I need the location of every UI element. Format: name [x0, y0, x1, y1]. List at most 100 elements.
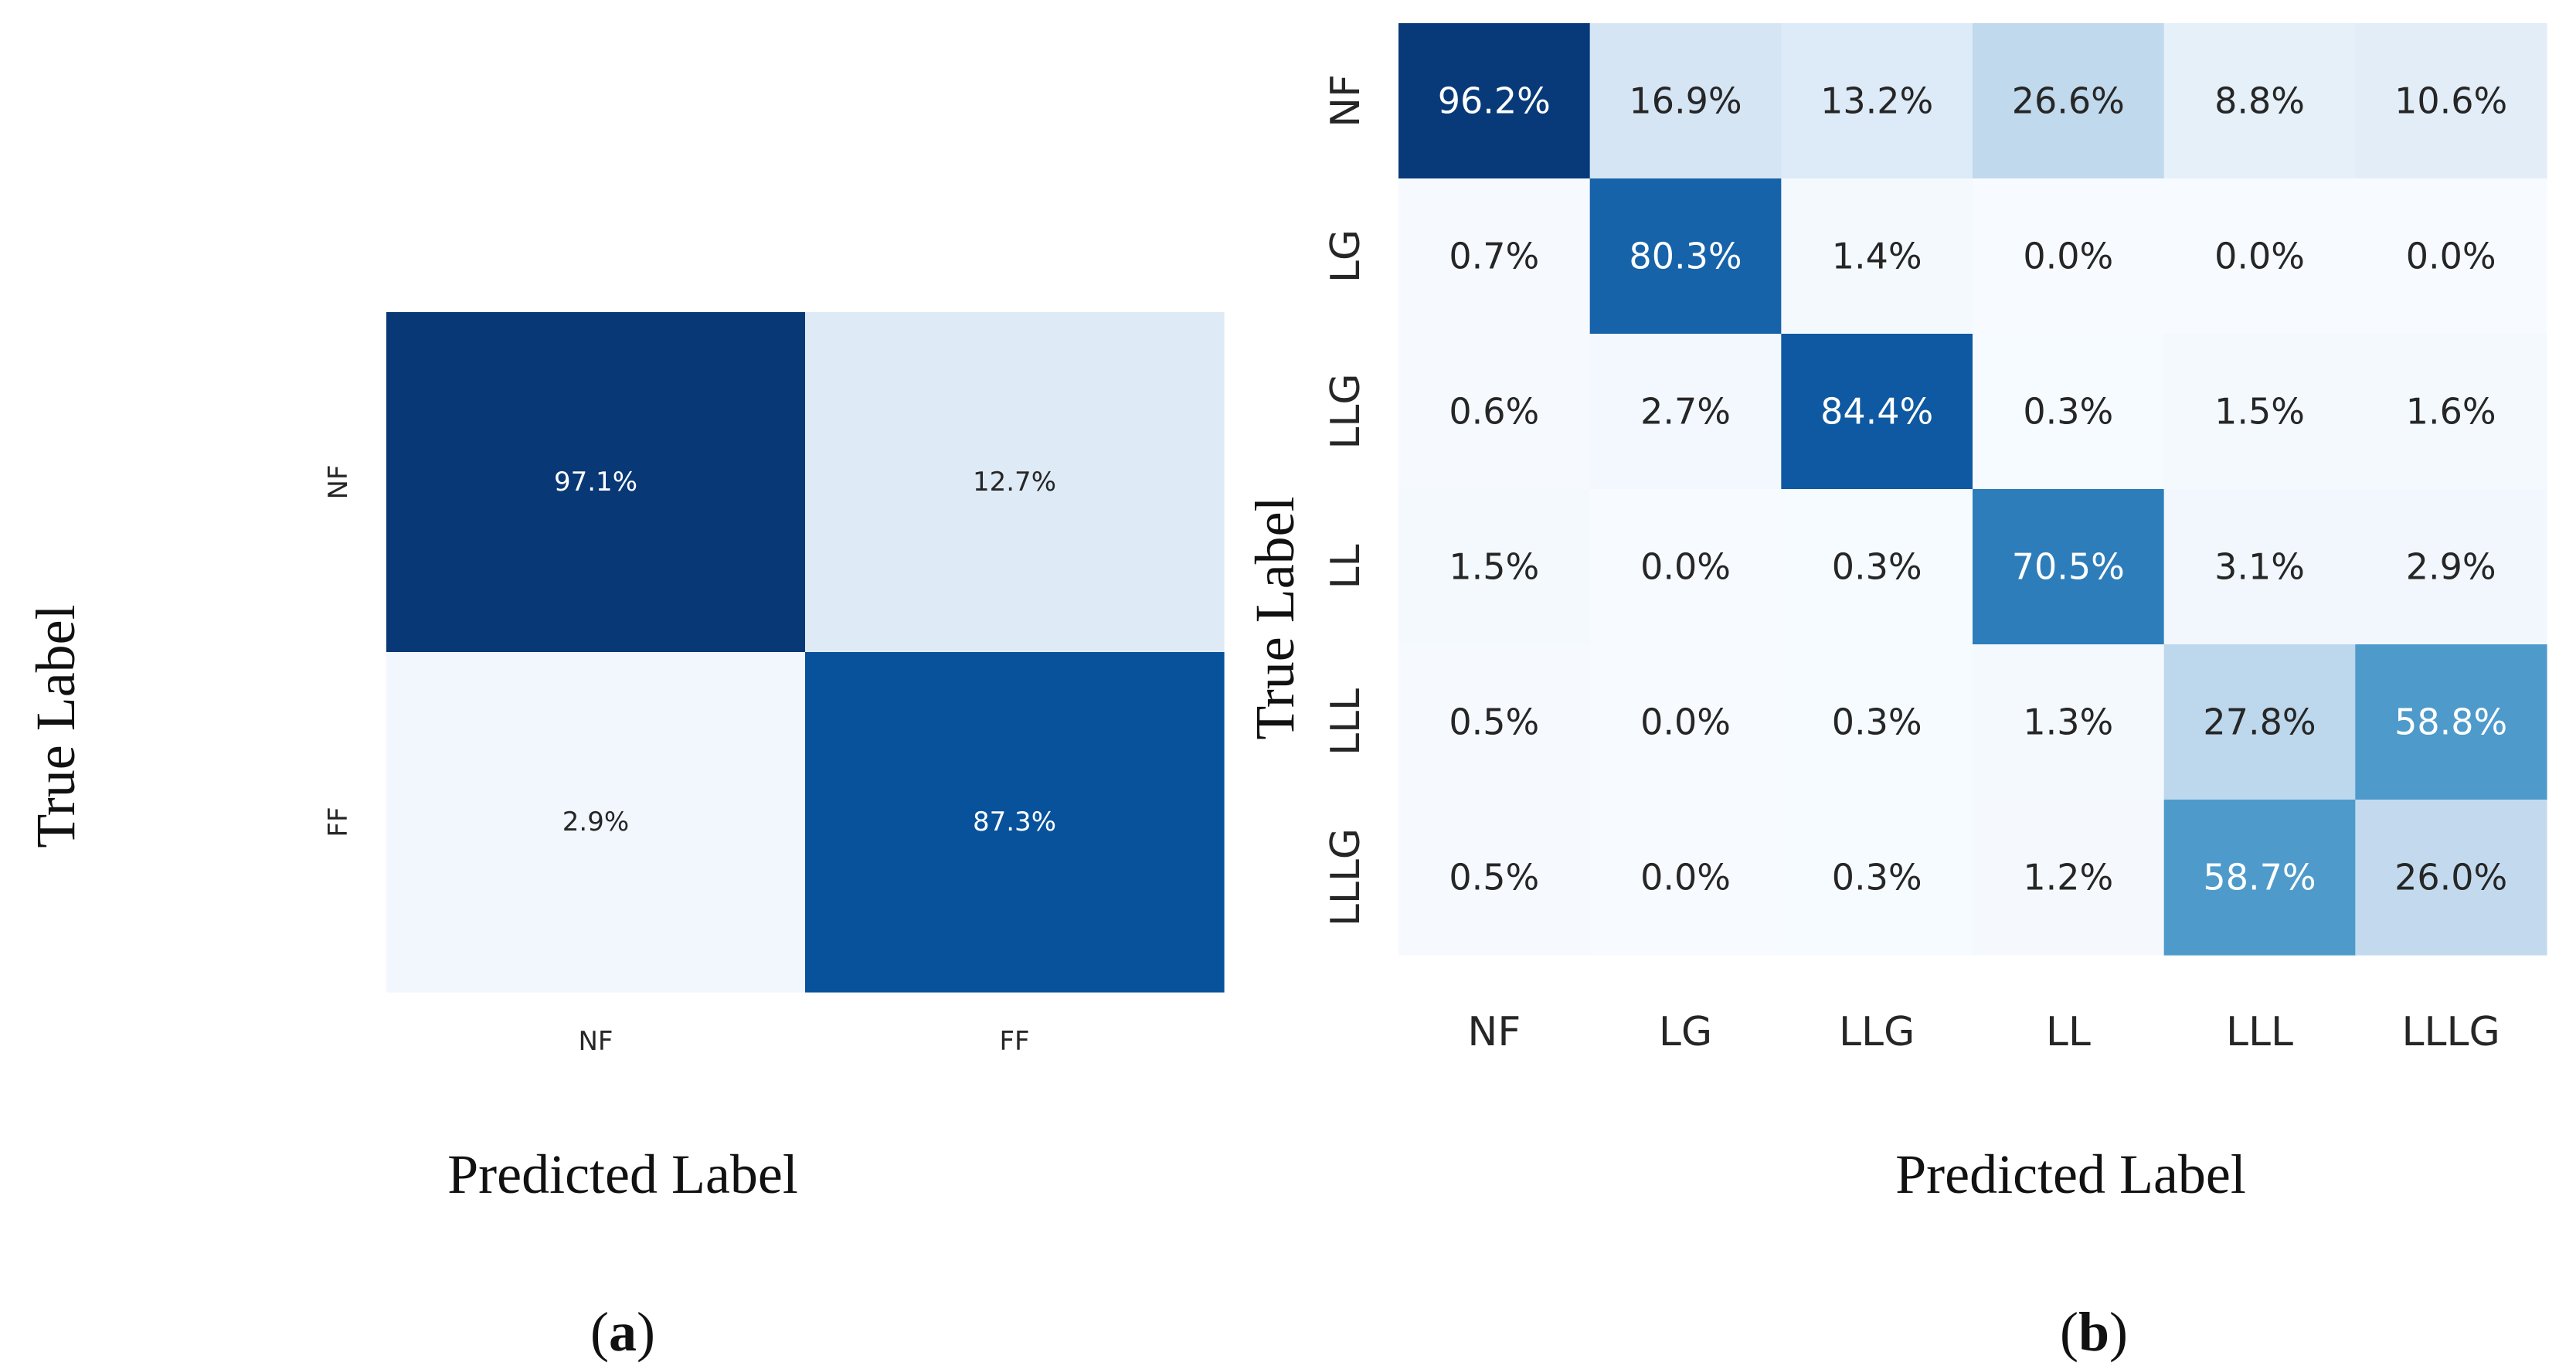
heatmap-cell — [2355, 178, 2547, 335]
heatmap-cell — [1973, 178, 2165, 335]
cell-value-label: 70.5% — [2012, 546, 2125, 588]
cell-value-label: 1.2% — [2023, 857, 2113, 899]
heatmap-cell — [1589, 644, 1782, 800]
heatmap-cell — [2163, 489, 2356, 645]
y-tick-label: LG — [1323, 229, 1369, 283]
heatmap-cell — [1398, 334, 1591, 490]
cell-value-label: 96.2% — [1438, 80, 1551, 122]
heatmap-cell — [1589, 23, 1782, 179]
cell-value-label: 1.6% — [2406, 391, 2496, 433]
cell-value-label: 1.4% — [1832, 236, 1922, 277]
cell-value-label: 0.0% — [2214, 236, 2305, 277]
x-tick-label: LLL — [2226, 1009, 2293, 1055]
x-tick-label: LLLG — [2402, 1009, 2500, 1055]
cell-value-label: 12.7% — [973, 467, 1056, 498]
cell-value-label: 80.3% — [1629, 236, 1742, 277]
x-tick-label: FF — [999, 1026, 1029, 1057]
panel-label: (b) — [2060, 1301, 2128, 1363]
cell-value-label: 27.8% — [2203, 701, 2316, 743]
heatmap-cell — [1589, 178, 1782, 335]
heatmap-cell — [2163, 23, 2356, 179]
cell-value-label: 2.9% — [2406, 546, 2496, 588]
heatmap-cell — [1781, 23, 1973, 179]
cell-value-label: 0.5% — [1449, 857, 1539, 899]
cell-value-label: 0.0% — [2023, 236, 2113, 277]
y-tick-label: NF — [323, 465, 354, 500]
x-tick-label: LLG — [1839, 1009, 1915, 1055]
x-axis-title: Predicted Label — [447, 1143, 798, 1205]
y-axis-title: True Label — [25, 604, 87, 848]
cell-value-label: 58.7% — [2203, 857, 2316, 899]
heatmap-cell — [1398, 23, 1591, 179]
y-tick-label: LLL — [1323, 688, 1369, 756]
heatmap-cell — [1589, 800, 1782, 956]
y-tick-label: NF — [1323, 74, 1369, 127]
heatmap-cell — [1398, 489, 1591, 645]
x-tick-label: NF — [1467, 1009, 1521, 1055]
cell-value-label: 1.5% — [1449, 546, 1539, 588]
cell-value-label: 0.3% — [2023, 391, 2113, 433]
y-tick-label: LLLG — [1323, 828, 1369, 926]
heatmap-cell — [1781, 489, 1973, 645]
x-tick-label: LG — [1659, 1009, 1712, 1055]
cell-value-label: 3.1% — [2214, 546, 2305, 588]
heatmap-cell — [2163, 334, 2356, 490]
cell-value-label: 8.8% — [2214, 80, 2305, 122]
x-axis-title: Predicted Label — [1895, 1143, 2246, 1205]
cell-value-label: 0.7% — [1449, 236, 1539, 277]
cell-value-label: 0.3% — [1832, 857, 1922, 899]
heatmap-cell — [1973, 489, 2165, 645]
heatmap-cell — [2355, 489, 2547, 645]
heatmap-cell — [386, 652, 806, 993]
cell-value-label: 0.3% — [1832, 701, 1922, 743]
panel-label: (a) — [590, 1301, 655, 1363]
cell-value-label: 1.3% — [2023, 701, 2113, 743]
heatmap-cell — [2163, 178, 2356, 335]
cell-value-label: 97.1% — [554, 467, 637, 498]
cell-value-label: 0.6% — [1449, 391, 1539, 433]
heatmap-cell — [805, 652, 1225, 993]
heatmap-cell — [1781, 644, 1973, 800]
heatmap-cell — [1398, 644, 1591, 800]
heatmap-cell — [1589, 489, 1782, 645]
heatmap-cell — [1973, 644, 2165, 800]
heatmap-cell — [805, 312, 1225, 653]
cell-value-label: 13.2% — [1820, 80, 1933, 122]
heatmap-cell — [2163, 800, 2356, 956]
heatmap-cell — [1781, 800, 1973, 956]
cell-value-label: 26.0% — [2394, 857, 2507, 899]
confusion-matrix-b: 96.2% 16.9% 13.2% 26.6% 8.8% 10.6% 0.7% 80.3% 1.… — [1244, 23, 2547, 1363]
y-tick-label: LL — [1323, 545, 1369, 589]
heatmap-cell — [2355, 23, 2547, 179]
heatmap-cell — [386, 312, 806, 653]
cell-value-label: 16.9% — [1629, 80, 1742, 122]
cell-value-label: 0.0% — [1640, 701, 1731, 743]
cell-value-label: 2.9% — [562, 807, 629, 837]
cell-value-label: 0.0% — [2406, 236, 2496, 277]
cell-value-label: 0.0% — [1640, 546, 1731, 588]
y-axis-title: True Label — [1244, 496, 1306, 739]
confusion-matrix-a: 97.1% 12.7% 2.9% 87.3% NF FF NF FF Predicted Lab… — [25, 312, 1225, 1363]
cell-value-label: 0.3% — [1832, 546, 1922, 588]
heatmap-cell — [1973, 800, 2165, 956]
heatmap-cell — [2355, 800, 2547, 956]
heatmap-cell — [2355, 334, 2547, 490]
cell-value-label: 84.4% — [1820, 391, 1933, 433]
heatmap-cell — [1781, 178, 1973, 335]
y-tick-label: LLG — [1323, 373, 1369, 449]
heatmap-cell — [1398, 800, 1591, 956]
cell-value-label: 58.8% — [2394, 701, 2507, 743]
x-tick-label: NF — [579, 1026, 613, 1057]
heatmap-cell — [1589, 334, 1782, 490]
heatmap-cell — [1781, 334, 1973, 490]
heatmap-cell — [2163, 644, 2356, 800]
cell-value-label: 1.5% — [2214, 391, 2305, 433]
cell-value-label: 0.0% — [1640, 857, 1731, 899]
cell-value-label: 2.7% — [1640, 391, 1731, 433]
cell-value-label: 10.6% — [2394, 80, 2507, 122]
cell-value-label: 0.5% — [1449, 701, 1539, 743]
cell-value-label: 87.3% — [973, 807, 1056, 837]
x-tick-label: LL — [2046, 1009, 2091, 1055]
heatmap-cell — [1973, 334, 2165, 490]
